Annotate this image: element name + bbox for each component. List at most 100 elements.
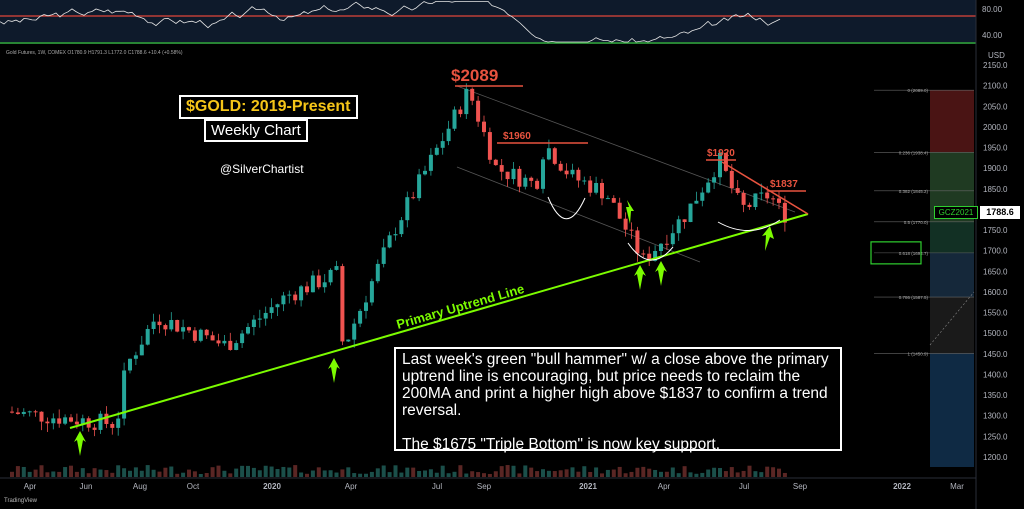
candle-body: [369, 281, 374, 303]
volume-bar: [777, 468, 781, 477]
volume-bar: [340, 469, 345, 477]
fib-level-label: 0 (2089.0): [907, 88, 928, 93]
volume-bar: [782, 472, 787, 477]
candle-body: [240, 333, 245, 344]
candle-body: [741, 192, 746, 205]
y-tick-label: 1600.0: [983, 288, 1008, 297]
candle-body: [328, 269, 333, 283]
x-tick-label: Jul: [432, 482, 442, 491]
candle-body: [128, 358, 132, 371]
candle-body: [133, 355, 138, 359]
volume-bar: [517, 473, 522, 477]
candle-body: [523, 177, 528, 187]
candle-body: [499, 165, 504, 172]
volume-bar: [747, 465, 752, 477]
volume-bar: [198, 473, 203, 477]
candle-body: [417, 174, 422, 199]
candle-body: [198, 329, 203, 341]
y-tick-label: 1650.0: [983, 267, 1008, 276]
volume-bar: [133, 467, 138, 477]
volume-bar: [700, 472, 705, 477]
volume-bar: [346, 467, 351, 477]
volume-bar: [511, 465, 516, 477]
volume-bar: [659, 471, 663, 477]
candle-body: [647, 253, 652, 261]
rounded-bottom-arc-2: [627, 242, 674, 261]
volume-bar: [257, 470, 262, 477]
y-tick-label: 1250.0: [983, 432, 1008, 441]
candle-body: [670, 233, 675, 245]
candle-body: [446, 128, 451, 142]
candle-body: [694, 200, 699, 204]
candle-body: [411, 197, 416, 199]
candle-body: [139, 344, 144, 356]
candle-body: [27, 411, 32, 413]
candle-body: [558, 163, 563, 171]
candle-body: [157, 321, 162, 326]
volume-bar: [104, 470, 109, 477]
rounded-bottom-arc-1: [547, 196, 586, 220]
volume-bar: [210, 467, 215, 477]
candle-body: [782, 202, 787, 223]
candle-body: [511, 168, 516, 180]
volume-bar: [741, 470, 746, 477]
arrow-up-icon: [762, 226, 774, 251]
volume-bar: [39, 465, 44, 477]
candle-body: [228, 340, 233, 350]
volume-bar: [369, 471, 374, 477]
candle-body: [57, 418, 62, 424]
candle-body: [204, 329, 209, 336]
label-1837: $1837: [770, 179, 798, 190]
candle-body: [257, 318, 262, 320]
note-paragraph-1: Last week's green "bull hammer" w/ a clo…: [402, 351, 829, 419]
volume-bar: [27, 471, 32, 477]
fib-618-highlight: [870, 241, 922, 265]
volume-bar: [116, 465, 121, 477]
y-tick-label: 1900.0: [983, 164, 1008, 173]
fib-level-label: 0.618 (1694.7): [899, 251, 929, 256]
candle-body: [316, 275, 321, 288]
volume-bar: [405, 467, 410, 477]
candle-body: [605, 198, 610, 200]
candle-body: [428, 154, 433, 171]
volume-bar: [299, 472, 304, 477]
candle-body: [293, 294, 298, 301]
volume-bar: [281, 466, 286, 477]
y-tick-label: 1700.0: [983, 247, 1008, 256]
x-tick-label: Apr: [345, 482, 358, 491]
fib-level-label: 0.786 (1587.5): [899, 295, 929, 300]
y-tick-label: 1350.0: [983, 391, 1008, 400]
volume-bar: [86, 473, 91, 477]
volume-bar: [759, 472, 764, 477]
candle-body: [535, 180, 540, 189]
volume-bar: [358, 473, 363, 477]
candle-body: [334, 266, 339, 270]
volume-bar: [564, 469, 569, 477]
x-tick-label: Sep: [477, 482, 492, 491]
rsi-panel: 80.00 40.00: [0, 0, 1003, 44]
volume-bar: [234, 468, 239, 477]
volume-bar: [175, 473, 180, 477]
candle-body: [393, 234, 398, 236]
arrow-up-icon: [626, 200, 634, 224]
volume-bar: [15, 466, 20, 477]
candle-body: [69, 417, 73, 422]
volume-bar: [558, 470, 563, 477]
candle-body: [358, 310, 363, 324]
bounce-arrows: [74, 200, 774, 456]
candle-body: [305, 286, 309, 293]
candle-body: [63, 417, 68, 424]
candle-body: [664, 243, 669, 245]
volume-bar: [670, 467, 675, 477]
candle-body: [352, 323, 357, 340]
candle-body: [700, 192, 705, 201]
volume-bar: [74, 471, 79, 477]
fib-diagonal: [929, 291, 975, 346]
candle-body: [552, 148, 557, 164]
volume-bar: [570, 467, 575, 477]
candle-body: [423, 170, 427, 175]
volume-bar: [718, 468, 722, 477]
volume-bar: [328, 470, 333, 477]
volume-bar: [57, 471, 62, 477]
y-tick-label: 1550.0: [983, 309, 1008, 318]
